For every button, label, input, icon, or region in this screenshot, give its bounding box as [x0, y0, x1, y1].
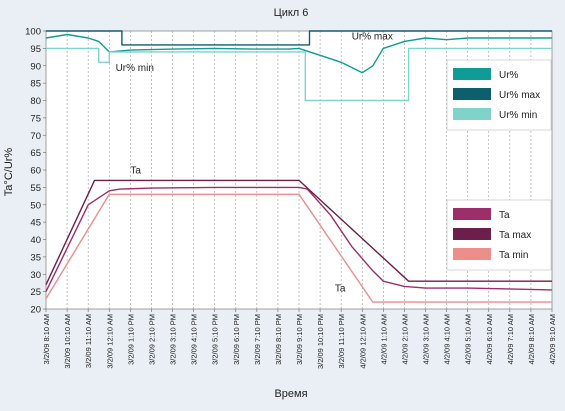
y-axis-label: Ta°C/Ur% — [3, 148, 15, 197]
annotation-label: Ur% max — [352, 32, 393, 43]
y-tick-label: 75 — [30, 113, 41, 124]
x-tick-label: 3/2/09 11:10 PM — [337, 314, 346, 368]
legend-swatch-urpct — [453, 68, 491, 80]
y-tick-label: 70 — [30, 131, 41, 142]
chart-title: Цикл 6 — [274, 7, 309, 19]
y-tick-label: 45 — [30, 218, 41, 229]
x-tick-label: 3/2/09 3:10 PM — [169, 314, 178, 365]
annotation-label: Ur% min — [116, 63, 154, 74]
x-tick-label: 4/2/09 5:10 AM — [464, 314, 473, 364]
annotation-label: Ta — [335, 284, 346, 295]
legend-swatch-urpct-max — [453, 88, 491, 100]
x-axis-label: Время — [274, 388, 307, 400]
x-tick-label: 3/2/09 11:10 AM — [84, 314, 93, 368]
y-tick-label: 85 — [30, 79, 41, 90]
legend-swatch-urpct-min — [453, 108, 491, 120]
y-tick-label: 60 — [30, 166, 41, 177]
series-line-ta-min — [45, 193, 552, 303]
x-tick-label: 3/2/09 4:10 PM — [190, 314, 199, 365]
x-tick-label: 4/2/09 4:10 AM — [443, 314, 452, 364]
y-tick-label: 30 — [30, 270, 41, 281]
x-tick-label: 4/2/09 9:10 AM — [548, 314, 557, 364]
y-tick-label: 50 — [30, 200, 41, 211]
x-tick-label: 4/2/09 6:10 AM — [485, 314, 494, 364]
x-tick-label: 4/2/09 1:10 AM — [379, 314, 388, 364]
y-tick-label: 80 — [30, 96, 41, 107]
x-tick-label: 3/2/09 10:10 PM — [316, 314, 325, 369]
x-ticks: 3/2/09 8:10 AM 3/2/09 10:10 AM 3/2/09 11:1… — [42, 309, 557, 369]
legend-swatch-ta — [453, 208, 491, 220]
x-tick-label: 3/2/09 2:10 PM — [147, 314, 156, 365]
y-ticks: 20 25 30 35 40 45 50 55 60 65 70 75 80 85 90 95 100 — [25, 27, 46, 316]
x-tick-label: 3/2/09 9:10 PM — [295, 314, 304, 365]
x-tick-label: 3/2/09 7:10 PM — [253, 314, 262, 365]
legend-swatch-ta-max — [453, 228, 491, 240]
legends: Ur% Ur% max Ur% min Ta Ta max Ta min — [446, 59, 552, 271]
x-tick-label: 3/2/09 8:10 PM — [274, 314, 283, 365]
legend-label-urpct-max: Ur% max — [499, 90, 540, 101]
x-tick-label: 4/2/09 8:10 AM — [527, 314, 536, 364]
x-tick-label: 3/2/09 6:10 PM — [232, 314, 241, 365]
x-tick-label: 4/2/09 7:10 AM — [506, 314, 515, 364]
annotation-label: Ta — [130, 165, 141, 176]
legend-label-urpct: Ur% — [499, 70, 519, 81]
y-tick-label: 25 — [30, 287, 41, 298]
x-tick-label: 4/2/09 3:10 AM — [422, 314, 431, 364]
legend-label-ta-min: Ta min — [499, 250, 528, 261]
series-line-ta — [45, 186, 553, 292]
x-tick-label: 3/2/09 10:10 AM — [63, 314, 72, 369]
x-tick-label: 3/2/09 5:10 PM — [211, 314, 220, 365]
legend-swatch-ta-min — [453, 248, 491, 260]
y-tick-label: 40 — [30, 235, 41, 246]
x-tick-label: 3/2/09 1:10 PM — [126, 314, 135, 365]
series-line-urpct — [45, 33, 552, 74]
y-tick-label: 100 — [25, 27, 41, 38]
x-tick-label: 4/2/09 2:10 AM — [400, 314, 409, 364]
annotations: Ur% max Ur% min Ta Ta — [116, 32, 393, 295]
x-tick-label: 3/2/09 8:10 AM — [42, 314, 51, 364]
legend-label-urpct-min: Ur% min — [499, 110, 537, 121]
x-tick-label: 4/2/09 12:10 AM — [358, 314, 367, 369]
x-tick-label: 3/2/09 12:10 AM — [105, 314, 114, 369]
series-line-ta-max — [45, 179, 552, 285]
legend-label-ta-max: Ta max — [499, 230, 531, 241]
y-tick-label: 65 — [30, 148, 41, 159]
series-lines — [45, 30, 553, 303]
y-tick-label: 20 — [30, 305, 41, 316]
y-tick-label: 90 — [30, 61, 41, 72]
series-line-urpct-min — [46, 47, 552, 102]
legend-label-ta: Ta — [499, 210, 510, 221]
y-tick-label: 55 — [30, 183, 41, 194]
y-tick-label: 95 — [30, 44, 41, 55]
y-tick-label: 35 — [30, 252, 41, 263]
series-line-urpct-max — [46, 30, 552, 46]
